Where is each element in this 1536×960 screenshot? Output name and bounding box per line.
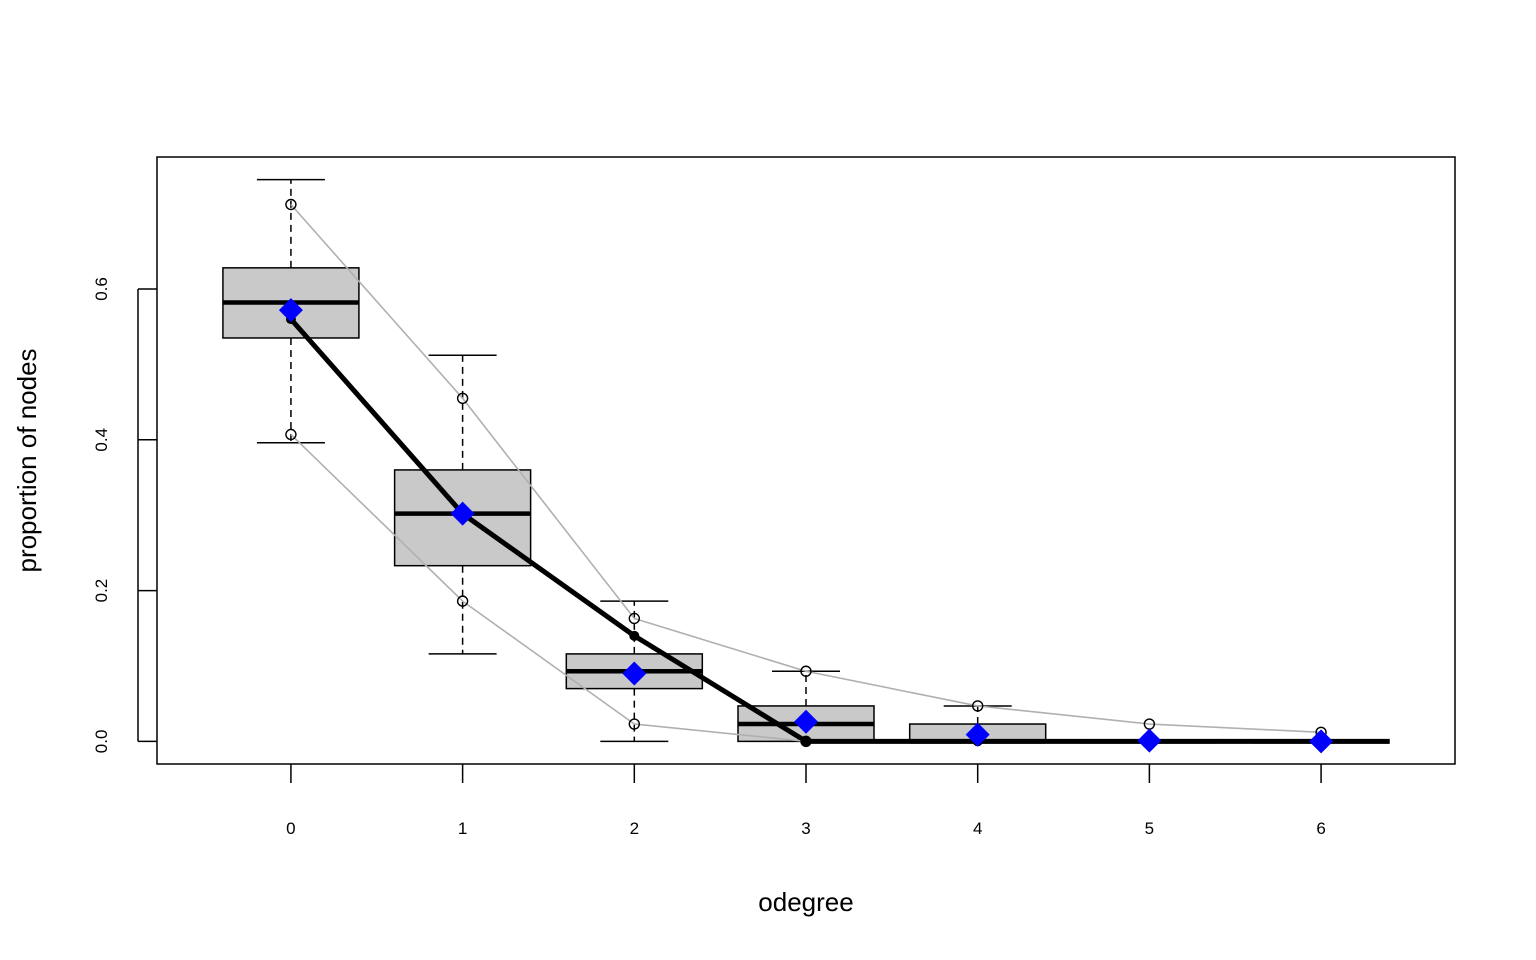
bound-point-1-2 (628, 612, 641, 625)
y-tick-label-1: 0.2 (92, 579, 111, 603)
x-tick-label-6: 6 (1316, 819, 1325, 838)
observed-line (289, 317, 1390, 744)
boxplots (222, 178, 1390, 744)
y-axis: 0.0 0.2 0.4 0.6 (92, 277, 157, 753)
bound-point-2-1 (456, 595, 469, 607)
y-tick-label-3: 0.6 (92, 277, 111, 301)
x-axis: 0 1 2 3 4 5 6 (286, 764, 1326, 838)
plot-frame (156, 156, 1456, 765)
bound-point-2-3 (800, 735, 812, 748)
series-lines (289, 203, 1390, 744)
mean-diamond-4 (965, 722, 990, 747)
bound-point-1-4 (971, 700, 984, 712)
bound-point-2-0 (285, 428, 297, 441)
x-tick-label-5: 5 (1145, 819, 1154, 838)
x-tick-label-2: 2 (630, 819, 639, 838)
observed-point-3 (801, 736, 811, 747)
bound-point-1-0 (285, 198, 297, 211)
y-tick-label-0: 0.0 (92, 730, 111, 754)
y-axis-title: proportion of nodes (12, 348, 42, 572)
mean-diamond-1 (450, 501, 475, 526)
y-tick-label-2: 0.4 (92, 428, 111, 452)
mean-diamond-0 (278, 298, 303, 323)
bound-line-2 (290, 433, 807, 743)
observed-point-2 (629, 630, 640, 641)
x-tick-label-4: 4 (973, 819, 982, 838)
bound-point-2-2 (628, 718, 641, 730)
mean-diamond-2 (622, 661, 647, 686)
bound-line-1 (290, 203, 1322, 734)
x-tick-label-1: 1 (458, 819, 467, 838)
mean-diamond-3 (794, 709, 818, 734)
x-axis-title: odegree (758, 887, 853, 917)
bound-point-1-1 (456, 392, 469, 404)
x-tick-label-0: 0 (286, 819, 295, 838)
mean-diamond-5 (1137, 728, 1162, 753)
x-tick-label-3: 3 (801, 819, 810, 838)
series-points (278, 198, 1334, 754)
mean-diamond-6 (1309, 729, 1334, 754)
bound-point-1-3 (800, 665, 812, 677)
